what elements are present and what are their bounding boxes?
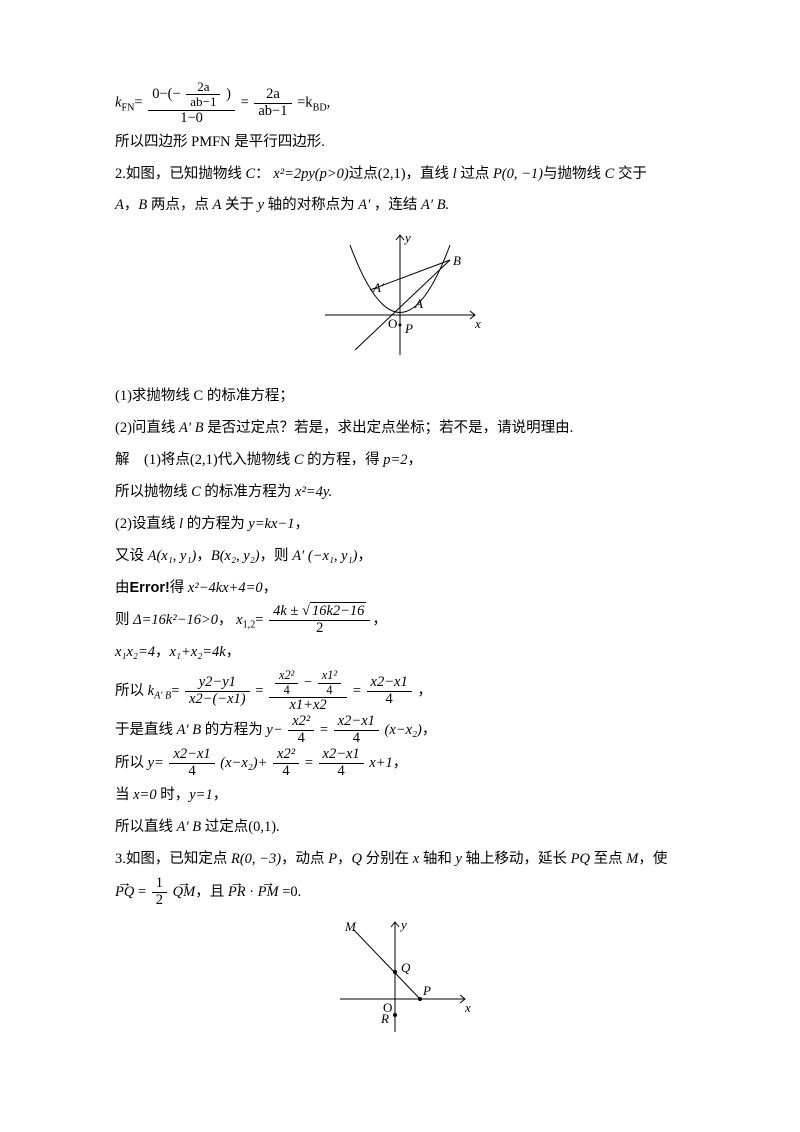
parabola-svg: y x O P A A′ B xyxy=(315,230,485,360)
svg-text:P: P xyxy=(422,983,431,998)
svg-text:R: R xyxy=(380,1011,389,1026)
svg-text:A: A xyxy=(414,296,423,311)
svg-text:A′: A′ xyxy=(372,280,384,295)
sol-2e: x₁x₂=4，x₁+x₂=4k， xyxy=(115,637,685,669)
sol-1a: 解 (1)将点(2,1)代入抛物线 C 的方程，得 p=2， xyxy=(115,445,685,477)
sol-2i: 当 x=0 时，y=1， xyxy=(115,780,685,812)
svg-text:P: P xyxy=(404,321,413,336)
svg-text:M: M xyxy=(344,919,357,934)
problem-3-stem: 3.如图，已知定点 R(0, −3)，动点 P，Q 分别在 x 轴和 y 轴上移… xyxy=(115,844,685,876)
sol-2f: 所以 kA′ B= y2−y1x2−(−x1) = x2²4 − x1²4 x1… xyxy=(115,669,685,714)
svg-text:B: B xyxy=(453,253,461,268)
svg-text:O: O xyxy=(388,316,397,331)
problem-2-stem: 2.如图，已知抛物线 C： x²=2py(p>0)过点(2,1)，直线 l 过点… xyxy=(115,159,685,191)
problem-2-stem-line2: A，B 两点，点 A 关于 y 轴的对称点为 A′ ，连结 A′ B. xyxy=(115,190,685,222)
sol-2b: 又设 A(x₁, y₁)，B(x₂, y₂)，则 A′ (−x₁, y₁)， xyxy=(115,541,685,573)
sol-2h: 所以 y= x2−x14 (x−x₂)+ x2²4 = x2−x14 x+1， xyxy=(115,747,685,780)
figure-parabola: y x O P A A′ B xyxy=(115,230,685,373)
q1: (1)求抛物线 C 的标准方程； xyxy=(115,381,685,413)
svg-text:x: x xyxy=(464,1000,471,1015)
q2: (2)问直线 A′ B 是否过定点？若是，求出定点坐标；若不是，请说明理由. xyxy=(115,413,685,445)
text-parallelogram: 所以四边形 PMFN 是平行四边形. xyxy=(115,127,685,159)
problem-3-vectors: →PQ = 12 →QM，且 →PR · →PM =0. xyxy=(115,876,685,909)
sol-2g: 于是直线 A′ B 的方程为 y− x2²4 = x2−x14 (x−x₂)， xyxy=(115,714,685,747)
svg-text:y: y xyxy=(403,230,411,245)
axes-svg: y x O M Q P R xyxy=(325,917,475,1037)
sol-2j: 所以直线 A′ B 过定点(0,1). xyxy=(115,812,685,844)
svg-text:x: x xyxy=(474,316,481,331)
svg-text:y: y xyxy=(399,917,407,932)
sol-2d: 则 Δ=16k²−16>0， x1,2= 4k ± √16k2−16 2 ， xyxy=(115,604,685,637)
sol-2c: 由Error!得 x²−4kx+4=0， xyxy=(115,573,685,605)
figure-axes-mqpr: y x O M Q P R xyxy=(115,917,685,1050)
equation-kfn: kFN= 0−(− 2a ab−1 ) 1−0 = 2a ab−1 =kBD, xyxy=(115,80,685,127)
sol-1b: 所以抛物线 C 的标准方程为 x²=4y. xyxy=(115,477,685,509)
sol-2a: (2)设直线 l 的方程为 y=kx−1， xyxy=(115,509,685,541)
svg-text:Q: Q xyxy=(401,960,411,975)
